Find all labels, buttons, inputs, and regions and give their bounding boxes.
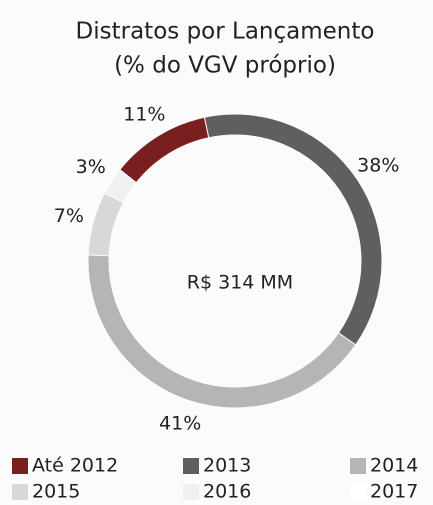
center-label: R$ 314 MM [187,272,293,294]
data-label: 38% [357,154,399,176]
data-label: 11% [123,103,165,125]
chart-title: Distratos por Lançamento [76,19,375,45]
legend-label: 2015 [32,481,80,503]
legend-label: 2013 [203,455,251,477]
data-label: 41% [159,413,201,435]
legend-swatch [183,484,199,500]
legend-swatch [350,458,366,474]
legend-label: Até 2012 [32,455,118,477]
slice [104,168,137,204]
legend-label: 2017 [370,481,418,503]
data-label: 3% [76,156,106,178]
legend-swatch [12,458,28,474]
chart-subtitle: (% do VGV próprio) [114,53,336,79]
legend-swatch [12,484,28,500]
legend-swatch [183,458,199,474]
legend-swatch [350,484,366,500]
legend-label: 2014 [370,455,418,477]
legend-label: 2016 [203,481,251,503]
data-label: 7% [54,205,84,227]
